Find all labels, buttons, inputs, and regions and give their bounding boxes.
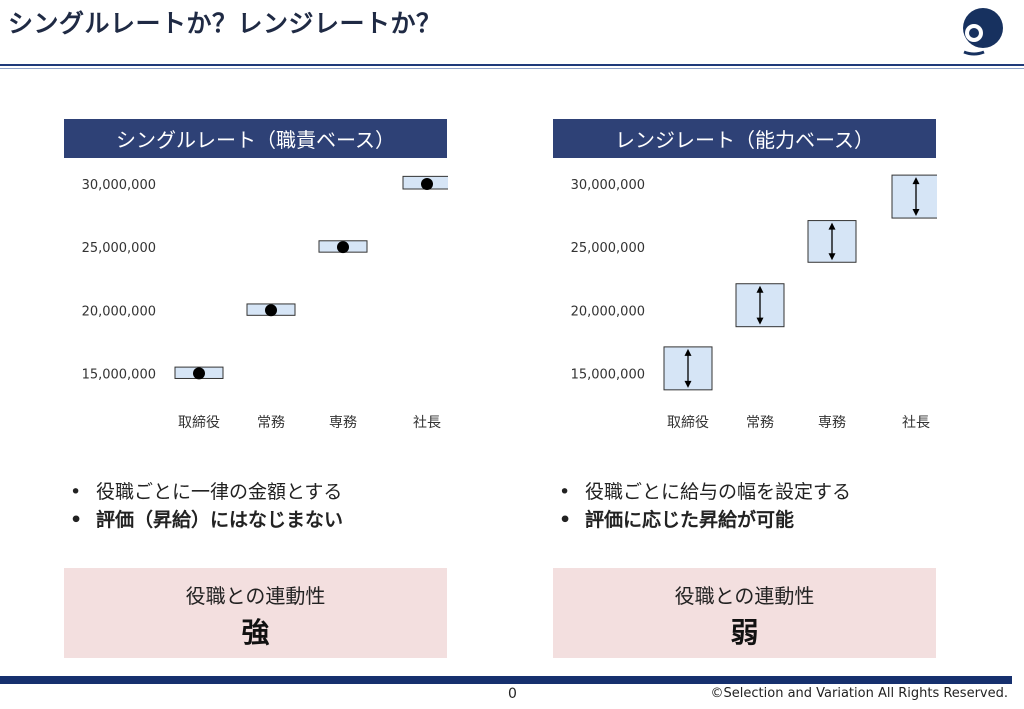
bullet-item-bold: 評価に応じた昇給が可能 (553, 506, 851, 534)
y-tick-label: 15,000,000 (571, 367, 645, 382)
x-category-label: 常務 (257, 415, 285, 431)
y-tick-label: 25,000,000 (82, 241, 156, 256)
x-category-label: 取締役 (667, 414, 709, 431)
range-rate-chart-svg: 15,000,000 20,000,000 25,000,000 30,000,000… (571, 174, 941, 431)
range-rate-linkage-box: 役職との連動性 弱 (553, 568, 936, 658)
page-number: 0 (508, 686, 517, 702)
linkage-value: 強 (241, 616, 270, 649)
salary-point (193, 367, 205, 380)
x-category-label: 取締役 (178, 414, 220, 431)
single-rate-chart-svg: 15,000,000 20,000,000 25,000,000 30,000,000… (82, 175, 452, 431)
range-arrow-up (828, 222, 836, 230)
footer-rule (0, 676, 1012, 684)
y-tick-label: 20,000,000 (82, 304, 156, 319)
range-arrow-down (828, 253, 836, 261)
header-rule-thin (0, 68, 1024, 69)
range-arrow-down (912, 209, 920, 217)
range-arrow-down (756, 317, 764, 325)
range-arrow-up (684, 348, 692, 356)
range-arrow-up (912, 177, 920, 185)
x-category-label: 社長 (413, 415, 441, 431)
x-category-label: 常務 (746, 415, 774, 431)
copyright: ©Selection and Variation All Rights Rese… (710, 686, 1008, 701)
range-rate-bullets: 役職ごとに給与の幅を設定する 評価に応じた昇給が可能 (553, 478, 851, 534)
range-arrow-up (756, 285, 764, 293)
x-category-label: 専務 (329, 415, 357, 431)
range-rate-header: レンジレート（能力ベース） (553, 119, 936, 158)
single-rate-header: シングルレート（職責ベース） (64, 119, 447, 158)
bullet-item: 役職ごとに一律の金額とする (64, 478, 343, 506)
single-rate-linkage-box: 役職との連動性 強 (64, 568, 447, 658)
x-category-label: 専務 (818, 415, 846, 431)
salary-point (337, 241, 349, 254)
header-rule (0, 64, 1024, 66)
y-tick-label: 15,000,000 (82, 367, 156, 382)
logo-icon (963, 8, 1003, 56)
y-tick-label: 20,000,000 (571, 304, 645, 319)
y-tick-label: 25,000,000 (571, 241, 645, 256)
salary-point (421, 177, 433, 190)
bullet-item: 役職ごとに給与の幅を設定する (553, 478, 851, 506)
page-title: シングルレートか？レンジレートか？ (8, 9, 442, 38)
x-category-label: 社長 (902, 415, 930, 431)
linkage-value: 弱 (730, 616, 759, 649)
range-rate-chart: 15,000,000 20,000,000 25,000,000 30,000,000… (553, 165, 941, 440)
single-rate-chart: 15,000,000 20,000,000 25,000,000 30,000,000… (64, 165, 452, 440)
linkage-label: 役職との連動性 (674, 584, 815, 608)
salary-point (265, 304, 277, 317)
bullet-item-bold: 評価（昇給）にはなじまない (64, 506, 343, 534)
linkage-label: 役職との連動性 (185, 584, 326, 608)
y-tick-label: 30,000,000 (571, 178, 645, 193)
range-arrow-down (684, 380, 692, 388)
y-tick-label: 30,000,000 (82, 178, 156, 193)
single-rate-bullets: 役職ごとに一律の金額とする 評価（昇給）にはなじまない (64, 478, 343, 534)
